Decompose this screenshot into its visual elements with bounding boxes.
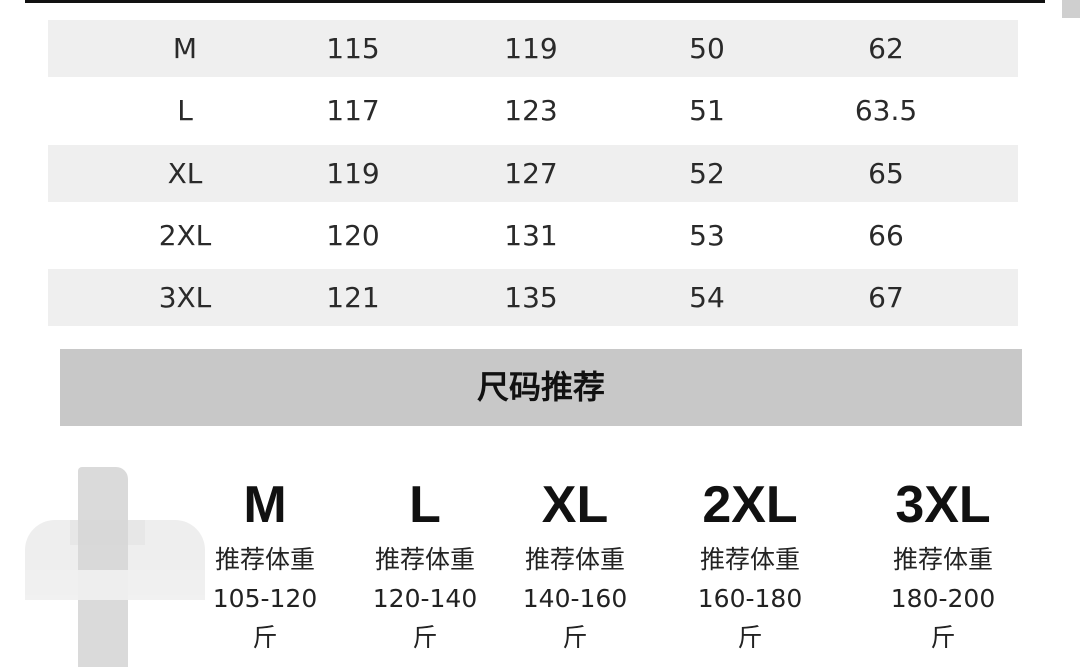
weight-range: 120-140 xyxy=(372,584,478,613)
weight-label: 推荐体重 xyxy=(374,545,475,574)
measurement-cell: 119 xyxy=(326,157,380,190)
size-cell: M xyxy=(172,32,198,65)
weight-label: 推荐体重 xyxy=(699,545,800,574)
measurement-cell: 131 xyxy=(504,219,558,252)
size-recommendation-banner: 尺码推荐 xyxy=(60,349,1022,426)
weight-unit: 斤 xyxy=(252,623,278,652)
weight-label: 推荐体重 xyxy=(524,545,625,574)
recommendation-item: M 推荐体重 105-120 斤 xyxy=(180,470,350,657)
weight-range: 140-160 xyxy=(522,584,628,613)
measurement-cell: 50 xyxy=(689,32,725,65)
measurement-cell: 63.5 xyxy=(854,94,918,127)
size-cell: XL xyxy=(167,157,203,190)
measurement-cell: 121 xyxy=(326,281,380,314)
weight-range: 105-120 xyxy=(212,584,318,613)
measurement-cell: 52 xyxy=(689,157,725,190)
recommendation-item: XL 推荐体重 140-160 斤 xyxy=(490,470,660,657)
size-label: 3XL xyxy=(895,476,991,534)
table-row: M 115 119 50 62 xyxy=(48,20,1018,77)
table-row: XL 119 127 52 65 xyxy=(48,145,1018,202)
measurement-cell: 67 xyxy=(868,281,904,314)
size-cell: 2XL xyxy=(158,219,212,252)
measurement-cell: 62 xyxy=(868,32,904,65)
measurement-cell: 54 xyxy=(689,281,725,314)
weight-range: 180-200 xyxy=(890,584,996,613)
measurement-cell: 123 xyxy=(504,94,558,127)
measurement-cell: 66 xyxy=(868,219,904,252)
corner-block xyxy=(1062,0,1080,18)
table-row: L 117 123 51 63.5 xyxy=(48,82,1018,139)
measurement-cell: 119 xyxy=(504,32,558,65)
size-label: L xyxy=(409,476,441,534)
weight-unit: 斤 xyxy=(930,623,956,652)
size-cell: 3XL xyxy=(158,281,212,314)
weight-unit: 斤 xyxy=(562,623,588,652)
size-label: XL xyxy=(541,476,609,534)
weight-range: 160-180 xyxy=(697,584,803,613)
measurement-cell: 127 xyxy=(504,157,558,190)
measurement-cell: 65 xyxy=(868,157,904,190)
measurement-cell: 135 xyxy=(504,281,558,314)
weight-label: 推荐体重 xyxy=(892,545,993,574)
measurement-cell: 53 xyxy=(689,219,725,252)
recommendation-item: L 推荐体重 120-140 斤 xyxy=(340,470,510,657)
weight-unit: 斤 xyxy=(737,623,763,652)
top-divider xyxy=(25,0,1045,3)
size-cell: L xyxy=(177,94,193,127)
size-label: 2XL xyxy=(702,476,798,534)
recommendation-item: 3XL 推荐体重 180-200 斤 xyxy=(858,470,1028,657)
weight-unit: 斤 xyxy=(412,623,438,652)
size-label: M xyxy=(243,476,287,534)
measurement-cell: 115 xyxy=(326,32,380,65)
table-row: 3XL 121 135 54 67 xyxy=(48,269,1018,326)
measurement-cell: 117 xyxy=(326,94,380,127)
recommendation-item: 2XL 推荐体重 160-180 斤 xyxy=(665,470,835,657)
weight-label: 推荐体重 xyxy=(214,545,315,574)
measurement-cell: 51 xyxy=(689,94,725,127)
measurement-cell: 120 xyxy=(326,219,380,252)
table-row: 2XL 120 131 53 66 xyxy=(48,207,1018,264)
